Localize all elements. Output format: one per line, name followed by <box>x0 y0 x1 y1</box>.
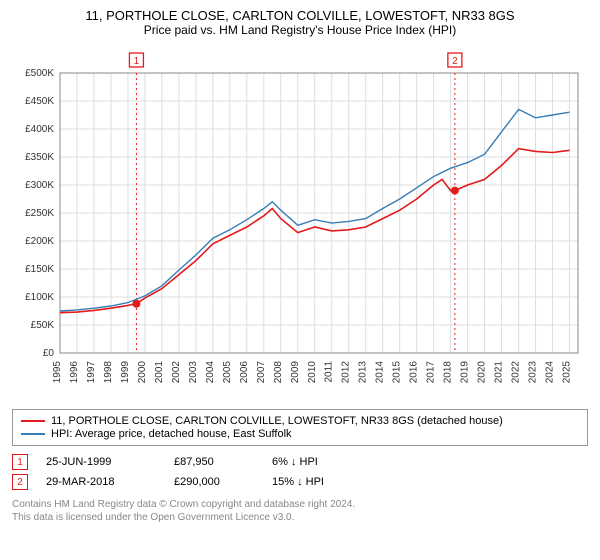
chart-container: 11, PORTHOLE CLOSE, CARLTON COLVILLE, LO… <box>0 0 600 532</box>
x-tick-label: 1995 <box>52 361 63 384</box>
footer-line-1: Contains HM Land Registry data © Crown c… <box>12 498 588 511</box>
x-tick-label: 2018 <box>443 361 454 384</box>
x-tick-label: 2008 <box>273 361 284 384</box>
y-tick-label: £150K <box>25 264 54 275</box>
transaction-row-badge: 1 <box>12 454 28 470</box>
transaction-date: 25-JUN-1999 <box>46 456 156 468</box>
x-tick-label: 2023 <box>528 361 539 384</box>
x-tick-label: 2001 <box>154 361 165 384</box>
x-tick-label: 2006 <box>239 361 250 384</box>
transaction-table: 1 25-JUN-1999 £87,950 6% ↓ HPI 2 29-MAR-2018 £… <box>12 452 588 492</box>
y-tick-label: £500K <box>25 68 54 79</box>
x-tick-label: 2013 <box>358 361 369 384</box>
legend-label: HPI: Average price, detached house, East… <box>51 428 292 440</box>
y-tick-label: £450K <box>25 96 54 107</box>
x-tick-label: 2015 <box>392 361 403 384</box>
transaction-marker <box>451 187 459 195</box>
y-tick-label: £200K <box>25 236 54 247</box>
transaction-badge-number: 2 <box>452 56 458 67</box>
transaction-row-badge: 2 <box>12 474 28 490</box>
y-tick-label: £400K <box>25 124 54 135</box>
x-tick-label: 2004 <box>205 361 216 384</box>
transaction-price: £290,000 <box>174 476 254 488</box>
x-tick-label: 2024 <box>545 361 556 384</box>
x-tick-label: 2019 <box>460 361 471 384</box>
x-tick-label: 2025 <box>562 361 573 384</box>
legend-item: 11, PORTHOLE CLOSE, CARLTON COLVILLE, LO… <box>21 415 579 427</box>
footer-attribution: Contains HM Land Registry data © Crown c… <box>12 498 588 524</box>
x-tick-label: 2012 <box>341 361 352 384</box>
x-tick-label: 1998 <box>103 361 114 384</box>
x-tick-label: 2000 <box>137 361 148 384</box>
x-tick-label: 2010 <box>307 361 318 384</box>
legend: 11, PORTHOLE CLOSE, CARLTON COLVILLE, LO… <box>12 409 588 446</box>
legend-label: 11, PORTHOLE CLOSE, CARLTON COLVILLE, LO… <box>51 415 503 427</box>
x-tick-label: 2009 <box>290 361 301 384</box>
x-tick-label: 2002 <box>171 361 182 384</box>
chart-subtitle: Price paid vs. HM Land Registry's House … <box>12 23 588 37</box>
y-tick-label: £100K <box>25 292 54 303</box>
x-tick-label: 2017 <box>426 361 437 384</box>
chart-area: £0 £50K £100K £150K £200K £250K £300K £350K £400… <box>12 43 588 403</box>
y-tick-label: £350K <box>25 152 54 163</box>
x-tick-label: 1996 <box>69 361 80 384</box>
transaction-badge-number: 1 <box>134 56 140 67</box>
x-tick-label: 2016 <box>409 361 420 384</box>
transaction-row: 1 25-JUN-1999 £87,950 6% ↓ HPI <box>12 452 588 472</box>
legend-swatch <box>21 433 45 435</box>
transaction-marker <box>132 300 140 308</box>
x-tick-label: 2005 <box>222 361 233 384</box>
x-tick-label: 1997 <box>86 361 97 384</box>
y-tick-label: £300K <box>25 180 54 191</box>
x-tick-label: 1999 <box>120 361 131 384</box>
x-tick-label: 2020 <box>477 361 488 384</box>
legend-swatch <box>21 420 45 422</box>
y-tick-label: £50K <box>31 320 55 331</box>
y-tick-label: £250K <box>25 208 54 219</box>
x-tick-label: 2011 <box>324 361 335 383</box>
transaction-pct: 6% ↓ HPI <box>272 456 382 468</box>
x-tick-label: 2021 <box>494 361 505 384</box>
transaction-pct: 15% ↓ HPI <box>272 476 382 488</box>
x-tick-label: 2022 <box>511 361 522 384</box>
footer-line-2: This data is licensed under the Open Gov… <box>12 511 588 524</box>
transaction-date: 29-MAR-2018 <box>46 476 156 488</box>
transaction-price: £87,950 <box>174 456 254 468</box>
transaction-row: 2 29-MAR-2018 £290,000 15% ↓ HPI <box>12 472 588 492</box>
y-tick-label: £0 <box>43 348 55 359</box>
legend-item: HPI: Average price, detached house, East… <box>21 428 579 440</box>
x-tick-label: 2014 <box>375 361 386 384</box>
line-chart-svg: £0 £50K £100K £150K £200K £250K £300K £350K £400… <box>12 43 588 403</box>
chart-title: 11, PORTHOLE CLOSE, CARLTON COLVILLE, LO… <box>12 8 588 23</box>
x-tick-label: 2007 <box>256 361 267 384</box>
x-tick-label: 2003 <box>188 361 199 384</box>
